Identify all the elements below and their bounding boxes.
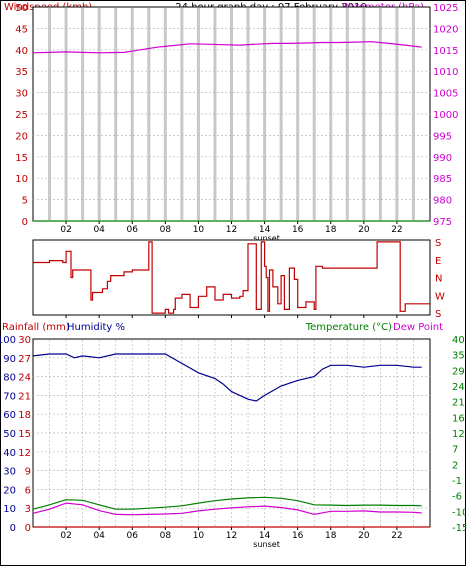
rain-tick-30: 30 <box>18 335 31 346</box>
temperature-line <box>32 496 422 510</box>
x-tick-label-22: 22 <box>391 531 402 541</box>
direction-label-4: S <box>435 309 441 320</box>
sunset-label: sunset <box>253 234 280 243</box>
rain-tick-24: 24 <box>18 373 31 384</box>
rainfall-axis-label: Rainfall (mm) <box>2 322 70 333</box>
x-tick-label-08: 08 <box>160 225 172 235</box>
rain-tick-27: 27 <box>18 354 31 365</box>
x-tick-label-02: 02 <box>60 225 71 235</box>
chart-layer: 0510152025303540455097598098599099510001… <box>0 3 466 549</box>
windspeed-tick-45: 45 <box>15 24 28 35</box>
windspeed-tick-30: 30 <box>15 89 28 100</box>
windspeed-tick-35: 35 <box>15 67 28 78</box>
direction-label-2: N <box>435 274 442 285</box>
windspeed-tick-10: 10 <box>15 174 28 185</box>
barometer-tick-985: 985 <box>433 174 452 185</box>
temperature-tick-1: -10 <box>452 507 466 518</box>
temperature-tick-4: 2 <box>452 460 458 471</box>
rain-tick-6: 6 <box>25 485 31 496</box>
temperature-tick-6: 12 <box>452 429 465 440</box>
x-tick-label-18: 18 <box>325 225 337 235</box>
barometer-tick-1020: 1020 <box>433 24 458 35</box>
temperature-axis-label: Temperature (°C) <box>305 322 392 333</box>
humidity-tick-40: 40 <box>3 448 16 459</box>
wind-direction-line <box>33 241 430 314</box>
temperature-tick-7: 16 <box>452 413 465 424</box>
x-tick-label-14: 14 <box>259 225 271 235</box>
temperature-tick-10: 29 <box>452 366 465 377</box>
x-tick-label-02: 02 <box>60 531 71 541</box>
humidity-axis-label: Humidity % <box>67 322 125 333</box>
x-tick-label-10: 10 <box>193 225 205 235</box>
barometer-tick-1005: 1005 <box>433 89 458 100</box>
barometer-tick-995: 995 <box>433 131 452 142</box>
x-tick-label-14: 14 <box>259 531 271 541</box>
sunset-label-bottom: sunset <box>253 540 280 549</box>
humidity-tick-100: 100 <box>0 335 16 346</box>
rain-tick-18: 18 <box>18 410 31 421</box>
barometer-tick-1025: 1025 <box>433 3 458 14</box>
barometer-tick-1000: 1000 <box>433 110 458 121</box>
humidity-tick-80: 80 <box>3 373 16 384</box>
humidity-tick-10: 10 <box>3 504 16 515</box>
wind-direction-plot-area <box>32 239 431 316</box>
rain-tick-12: 12 <box>18 448 31 459</box>
windspeed-tick-20: 20 <box>15 131 28 142</box>
windspeed-tick-50: 50 <box>15 3 28 14</box>
direction-label-0: S <box>435 238 441 249</box>
rain-tick-0: 0 <box>25 523 31 534</box>
x-tick-label-04: 04 <box>93 225 105 235</box>
temperature-tick-9: 24 <box>452 382 465 393</box>
rain-tick-21: 21 <box>18 391 31 402</box>
temperature-tick-12: 40 <box>452 335 465 346</box>
x-tick-label-18: 18 <box>325 531 337 541</box>
humidity-line <box>32 353 422 402</box>
humidity-tick-90: 90 <box>3 354 16 365</box>
humidity-tick-20: 20 <box>3 485 16 496</box>
barometer-tick-975: 975 <box>433 217 452 228</box>
barometer-tick-990: 990 <box>433 153 452 164</box>
x-tick-label-06: 06 <box>127 531 139 541</box>
rain-tick-3: 3 <box>25 504 31 515</box>
windspeed-tick-5: 5 <box>22 196 28 207</box>
direction-label-3: W <box>435 291 445 302</box>
x-tick-label-22: 22 <box>391 225 402 235</box>
x-tick-label-20: 20 <box>358 531 370 541</box>
x-tick-label-16: 16 <box>292 531 304 541</box>
barometer-tick-1015: 1015 <box>433 46 458 57</box>
temperature-tick-2: -6 <box>452 492 462 503</box>
windspeed-tick-15: 15 <box>15 153 28 164</box>
x-tick-label-06: 06 <box>127 225 139 235</box>
rain-tick-15: 15 <box>18 429 31 440</box>
temperature-tick-0: -15 <box>452 523 466 534</box>
barometer-tick-1010: 1010 <box>433 67 458 78</box>
rain-tick-9: 9 <box>25 467 31 478</box>
humidity-tick-50: 50 <box>3 429 16 440</box>
temperature-tick-3: -1 <box>452 476 462 487</box>
temperature-tick-5: 7 <box>452 445 458 456</box>
x-tick-label-20: 20 <box>358 225 370 235</box>
x-tick-label-08: 08 <box>160 531 172 541</box>
x-tick-label-04: 04 <box>93 531 105 541</box>
temperature-tick-11: 35 <box>452 351 465 362</box>
windspeed-tick-25: 25 <box>15 110 28 121</box>
dewpoint-axis-label: Dew Point <box>393 322 443 333</box>
temperature-tick-8: 21 <box>452 398 465 409</box>
windspeed-tick-0: 0 <box>22 217 28 228</box>
dewpoint-line <box>32 502 422 516</box>
humidity-tick-0: 0 <box>10 523 16 534</box>
direction-label-1: E <box>435 256 441 267</box>
humidity-tick-70: 70 <box>3 391 16 402</box>
barometer-line <box>32 41 422 54</box>
windspeed-tick-40: 40 <box>15 46 28 57</box>
barometer-tick-980: 980 <box>433 196 452 207</box>
humidity-tick-60: 60 <box>3 410 16 421</box>
x-tick-label-10: 10 <box>193 531 205 541</box>
x-tick-label-16: 16 <box>292 225 304 235</box>
x-tick-label-12: 12 <box>226 225 237 235</box>
x-tick-label-12: 12 <box>226 531 237 541</box>
humidity-tick-30: 30 <box>3 467 16 478</box>
